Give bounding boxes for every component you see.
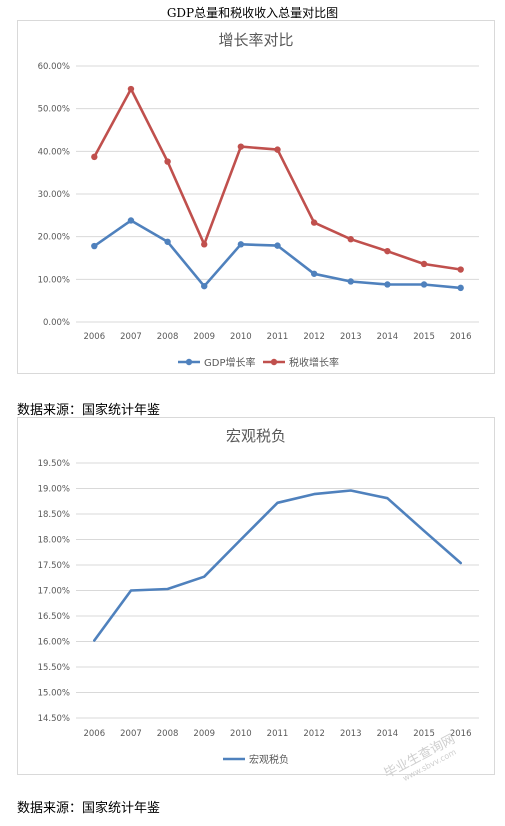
y-tick-label: 16.50% bbox=[38, 612, 70, 622]
legend-marker bbox=[270, 358, 278, 366]
y-tick-label: 18.50% bbox=[38, 510, 70, 520]
x-tick-label: 2006 bbox=[83, 729, 105, 739]
data-point bbox=[384, 247, 391, 255]
data-point bbox=[347, 278, 354, 285]
growth-rate-chart-svg: 增长率对比 0.00% 10.00% 20.00% 30.00% 40.00% 50.00%… bbox=[38, 31, 479, 369]
data-point bbox=[91, 242, 98, 250]
x-tick-label: 2009 bbox=[193, 729, 215, 739]
data-point bbox=[384, 281, 391, 288]
y-tick-label: 17.00% bbox=[38, 587, 70, 597]
x-tick-label: 2012 bbox=[303, 332, 325, 342]
x-tick-label: 2008 bbox=[157, 729, 179, 739]
y-tick-label: 15.50% bbox=[38, 663, 70, 673]
x-tick-label: 2007 bbox=[120, 332, 142, 342]
y-tick-label: 19.00% bbox=[38, 485, 70, 495]
x-tick-label: 2013 bbox=[340, 729, 362, 739]
y-tick-label: 19.50% bbox=[38, 459, 70, 469]
data-point bbox=[347, 236, 354, 243]
x-tick-label: 2016 bbox=[450, 332, 472, 342]
data-source-note: 数据来源：国家统计年鉴 bbox=[17, 403, 161, 418]
macro-tax-burden-chart-svg: 宏观税负 14.50% 15.00% 15.50% 16.00% 16.50% 17.00%… bbox=[38, 427, 479, 766]
data-point bbox=[237, 241, 245, 248]
legend-marker bbox=[185, 358, 193, 366]
x-tick-label: 2008 bbox=[157, 332, 179, 342]
x-tick-label: 2010 bbox=[230, 332, 252, 342]
y-tick-label: 10.00% bbox=[38, 275, 70, 285]
y-tick-label: 0.00% bbox=[43, 318, 70, 328]
data-point bbox=[164, 238, 171, 245]
y-tick-label: 20.00% bbox=[38, 233, 70, 243]
data-point bbox=[201, 282, 208, 290]
series-line bbox=[93, 489, 463, 642]
x-tick-label: 2009 bbox=[193, 332, 215, 342]
y-tick-label: 16.00% bbox=[38, 638, 70, 648]
x-tick-label: 2011 bbox=[267, 729, 289, 739]
x-tick-label: 2007 bbox=[120, 729, 142, 739]
data-point bbox=[420, 260, 428, 268]
x-tick-label: 2012 bbox=[303, 729, 325, 739]
x-tick-label: 2014 bbox=[377, 729, 399, 739]
data-point bbox=[310, 270, 318, 277]
data-point bbox=[164, 158, 171, 165]
y-tick-label: 14.50% bbox=[38, 714, 70, 724]
legend-label: 宏观税负 bbox=[249, 753, 289, 766]
chart-title: 增长率对比 bbox=[218, 31, 293, 49]
series-line bbox=[93, 219, 463, 290]
macro-tax-burden-chart: 宏观税负 14.50% 15.00% 15.50% 16.00% 16.50% 17.00%… bbox=[17, 417, 495, 775]
legend-label: 税收增长率 bbox=[289, 356, 339, 369]
y-tick-label: 50.00% bbox=[38, 105, 70, 115]
y-tick-label: 17.50% bbox=[38, 561, 70, 571]
y-tick-label: 30.00% bbox=[38, 190, 70, 200]
data-point bbox=[310, 219, 318, 226]
y-tick-label: 60.00% bbox=[38, 62, 70, 72]
page-heading: GDP总量和税收收入总量对比图 bbox=[166, 6, 339, 20]
x-tick-label: 2011 bbox=[267, 332, 289, 342]
x-tick-label: 2010 bbox=[230, 729, 252, 739]
data-point bbox=[237, 143, 245, 150]
x-tick-label: 2014 bbox=[377, 332, 399, 342]
x-tick-label: 2006 bbox=[83, 332, 105, 342]
data-point bbox=[274, 146, 281, 153]
data-point bbox=[274, 242, 281, 249]
series-line bbox=[93, 87, 463, 271]
growth-rate-chart: 增长率对比 0.00% 10.00% 20.00% 30.00% 40.00% 50.00%… bbox=[17, 20, 495, 374]
data-point bbox=[457, 284, 464, 292]
x-tick-label: 2013 bbox=[340, 332, 362, 342]
data-point bbox=[457, 266, 464, 273]
chart-title: 宏观税负 bbox=[226, 427, 286, 445]
x-tick-label: 2015 bbox=[413, 729, 435, 739]
x-tick-label: 2016 bbox=[450, 729, 472, 739]
x-tick-label: 2015 bbox=[413, 332, 435, 342]
data-point bbox=[201, 241, 208, 248]
data-point bbox=[91, 153, 98, 161]
y-tick-label: 40.00% bbox=[38, 147, 70, 157]
legend-label: GDP增长率 bbox=[204, 356, 255, 369]
data-point bbox=[420, 281, 428, 288]
y-tick-label: 18.00% bbox=[38, 536, 70, 546]
data-point bbox=[127, 85, 135, 93]
data-point bbox=[127, 217, 135, 224]
y-tick-label: 15.00% bbox=[38, 689, 70, 699]
data-source-note: 数据来源：国家统计年鉴 bbox=[17, 801, 161, 816]
